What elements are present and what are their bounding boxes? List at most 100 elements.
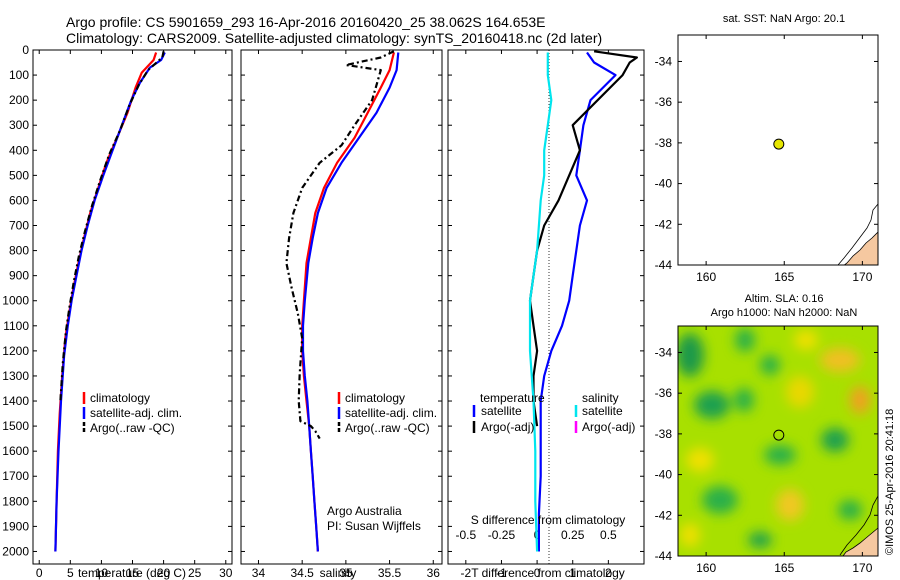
legend-label-s-satellite: satellite (582, 404, 623, 418)
x-tick-label: 30 (219, 566, 233, 580)
s-difference-xlabel: S difference from climatology (471, 513, 626, 527)
x-tick-label: -2 (460, 566, 471, 580)
legend-label-t-satellite: satellite (481, 404, 522, 418)
coastline (837, 203, 878, 265)
sst-map-frame (677, 34, 879, 266)
temperature-xlabel: temperature (deg C) (78, 566, 186, 580)
salinity-xlabel: salinity (320, 566, 357, 580)
depth-tick-label: 800 (9, 244, 29, 258)
x-tick-label: 36 (427, 566, 441, 580)
sla-heatmap-blobs (678, 328, 870, 548)
legend-title-temperature: temperature (480, 391, 545, 405)
legend-label-t-argo: Argo(-adj) (481, 420, 534, 434)
s-tick-label: -0.5 (455, 528, 476, 542)
salinity-legend: climatology satellite-adj. clim. Argo(..… (337, 391, 437, 435)
s-tick-label: 0.5 (600, 528, 617, 542)
sla-map-title: Altim. SLA: 0.16 (745, 293, 824, 305)
lon-tick-label: 170 (852, 561, 872, 575)
depth-tick-label: 200 (9, 93, 29, 107)
sst-map-coastline (837, 203, 878, 265)
depth-tick-label: 0 (22, 43, 29, 57)
depth-axis: 0 100 200 300 400 500 600 700 800 900 1000 1100 1200… (2, 43, 232, 558)
x-tick-label: 5 (67, 566, 74, 580)
coastline (839, 495, 878, 556)
depth-tick-label: 1100 (3, 319, 29, 333)
series-line-t-satellite (537, 51, 617, 552)
x-tick-label: 0 (36, 566, 43, 580)
lat-tick-label: -44 (655, 549, 673, 563)
x-tick-label: 20 (157, 566, 171, 580)
x-tick-label: 2 (605, 566, 612, 580)
salinity-x-axis: 34 34.5 35 35.5 36 (252, 50, 440, 580)
lat-tick-label: -38 (655, 136, 673, 150)
series-line-s-satellite (528, 52, 553, 552)
depth-tick-label: 1200 (2, 344, 29, 358)
argo-float-marker (773, 429, 785, 441)
lat-tick-label: -36 (655, 95, 673, 109)
land-patch (843, 231, 878, 265)
depth-tick-label: 900 (9, 269, 29, 283)
series-line-argo-raw-qc- (285, 50, 395, 440)
legend-title-salinity: salinity (582, 391, 619, 405)
salinity-panel: 34 34.5 35 35.5 36 salinity climatology sate… (240, 49, 443, 580)
sst-map-panel: sat. SST: NaN Argo: 20.1 160 165 170 -34 -3… (655, 13, 879, 284)
sst-map-title: sat. SST: NaN Argo: 20.1 (723, 13, 845, 25)
sst-map-y-axis: -34 -36 -38 -40 -42 -44 (655, 54, 878, 272)
x-tick-label: 15 (126, 566, 140, 580)
temperature-panel: 0100200300400500600700800900100011001200… (2, 43, 232, 580)
lat-tick-label: -42 (655, 508, 673, 522)
depth-tick-label: 1900 (2, 519, 29, 533)
depth-tick-label: 600 (9, 193, 29, 207)
x-tick-label: -1 (496, 566, 507, 580)
sla-heatmap (678, 326, 878, 556)
x-tick-label: 10 (95, 566, 109, 580)
difference-series (528, 50, 638, 552)
depth-tick-label: 400 (9, 143, 29, 157)
salinity-series (285, 50, 400, 552)
lat-tick-label: -34 (655, 54, 673, 68)
lon-tick-label: 160 (696, 270, 716, 284)
legend-label-satellite: satellite-adj. clim. (345, 406, 437, 420)
lat-tick-label: -42 (655, 217, 673, 231)
depth-tick-label: 300 (9, 118, 29, 132)
temperature-x-axis: 0 5 10 15 20 25 30 (36, 50, 233, 580)
x-tick-label: 25 (188, 566, 202, 580)
legend-label-argo: Argo(..raw -QC) (90, 421, 175, 435)
sla-map-subtitle: Argo h1000: NaN h2000: NaN (711, 307, 858, 319)
legend-label-climatology: climatology (90, 391, 150, 405)
x-tick-label: 34.5 (290, 566, 314, 580)
x-tick-label: 34 (252, 566, 266, 580)
depth-tick-label: 1500 (2, 419, 29, 433)
temperature-legend: climatology satellite-adj. clim. Argo(..… (82, 391, 182, 435)
legend-label-satellite: satellite-adj. clim. (90, 406, 182, 420)
header-title: Argo profile: CS 5901659_293 16-Apr-2016… (66, 14, 546, 30)
annotation-argo-australia: Argo Australia (327, 504, 402, 518)
annotation-pi: PI: Susan Wijffels (327, 519, 421, 533)
salinity-axes-box (240, 49, 443, 565)
depth-tick-label: 700 (9, 219, 29, 233)
header-subtitle: Climatology: CARS2009. Satellite-adjuste… (66, 30, 602, 46)
lon-tick-label: 170 (852, 270, 872, 284)
s-tick-label: -0.25 (488, 528, 516, 542)
x-tick-label: 35.5 (378, 566, 402, 580)
lat-tick-label: -36 (655, 386, 673, 400)
lat-tick-label: -34 (655, 345, 673, 359)
temperature-series (54, 51, 166, 552)
lat-tick-label: -40 (655, 177, 673, 191)
legend-label-climatology: climatology (345, 391, 405, 405)
imos-credit: ©IMOS 25-Apr-2016 20:41:18 (884, 409, 896, 555)
depth-tick-label: 1400 (2, 394, 29, 408)
sla-map-x-axis: 160 165 170 (696, 326, 873, 575)
sla-map-frame (677, 325, 879, 557)
depth-tick-label: 1000 (2, 294, 29, 308)
x-tick-label: 1 (569, 566, 576, 580)
t-difference-xlabel: T difference from climatology (471, 566, 625, 580)
lon-tick-label: 165 (774, 270, 794, 284)
depth-tick-label: 100 (9, 68, 29, 82)
salinity-y-ticks (241, 49, 442, 552)
legend-label-argo: Argo(..raw -QC) (345, 421, 430, 435)
depth-tick-label: 1600 (2, 444, 29, 458)
x-tick-label: 0 (534, 566, 541, 580)
series-line-argo-raw-qc- (59, 51, 165, 402)
x-tick-label: 35 (339, 566, 353, 580)
